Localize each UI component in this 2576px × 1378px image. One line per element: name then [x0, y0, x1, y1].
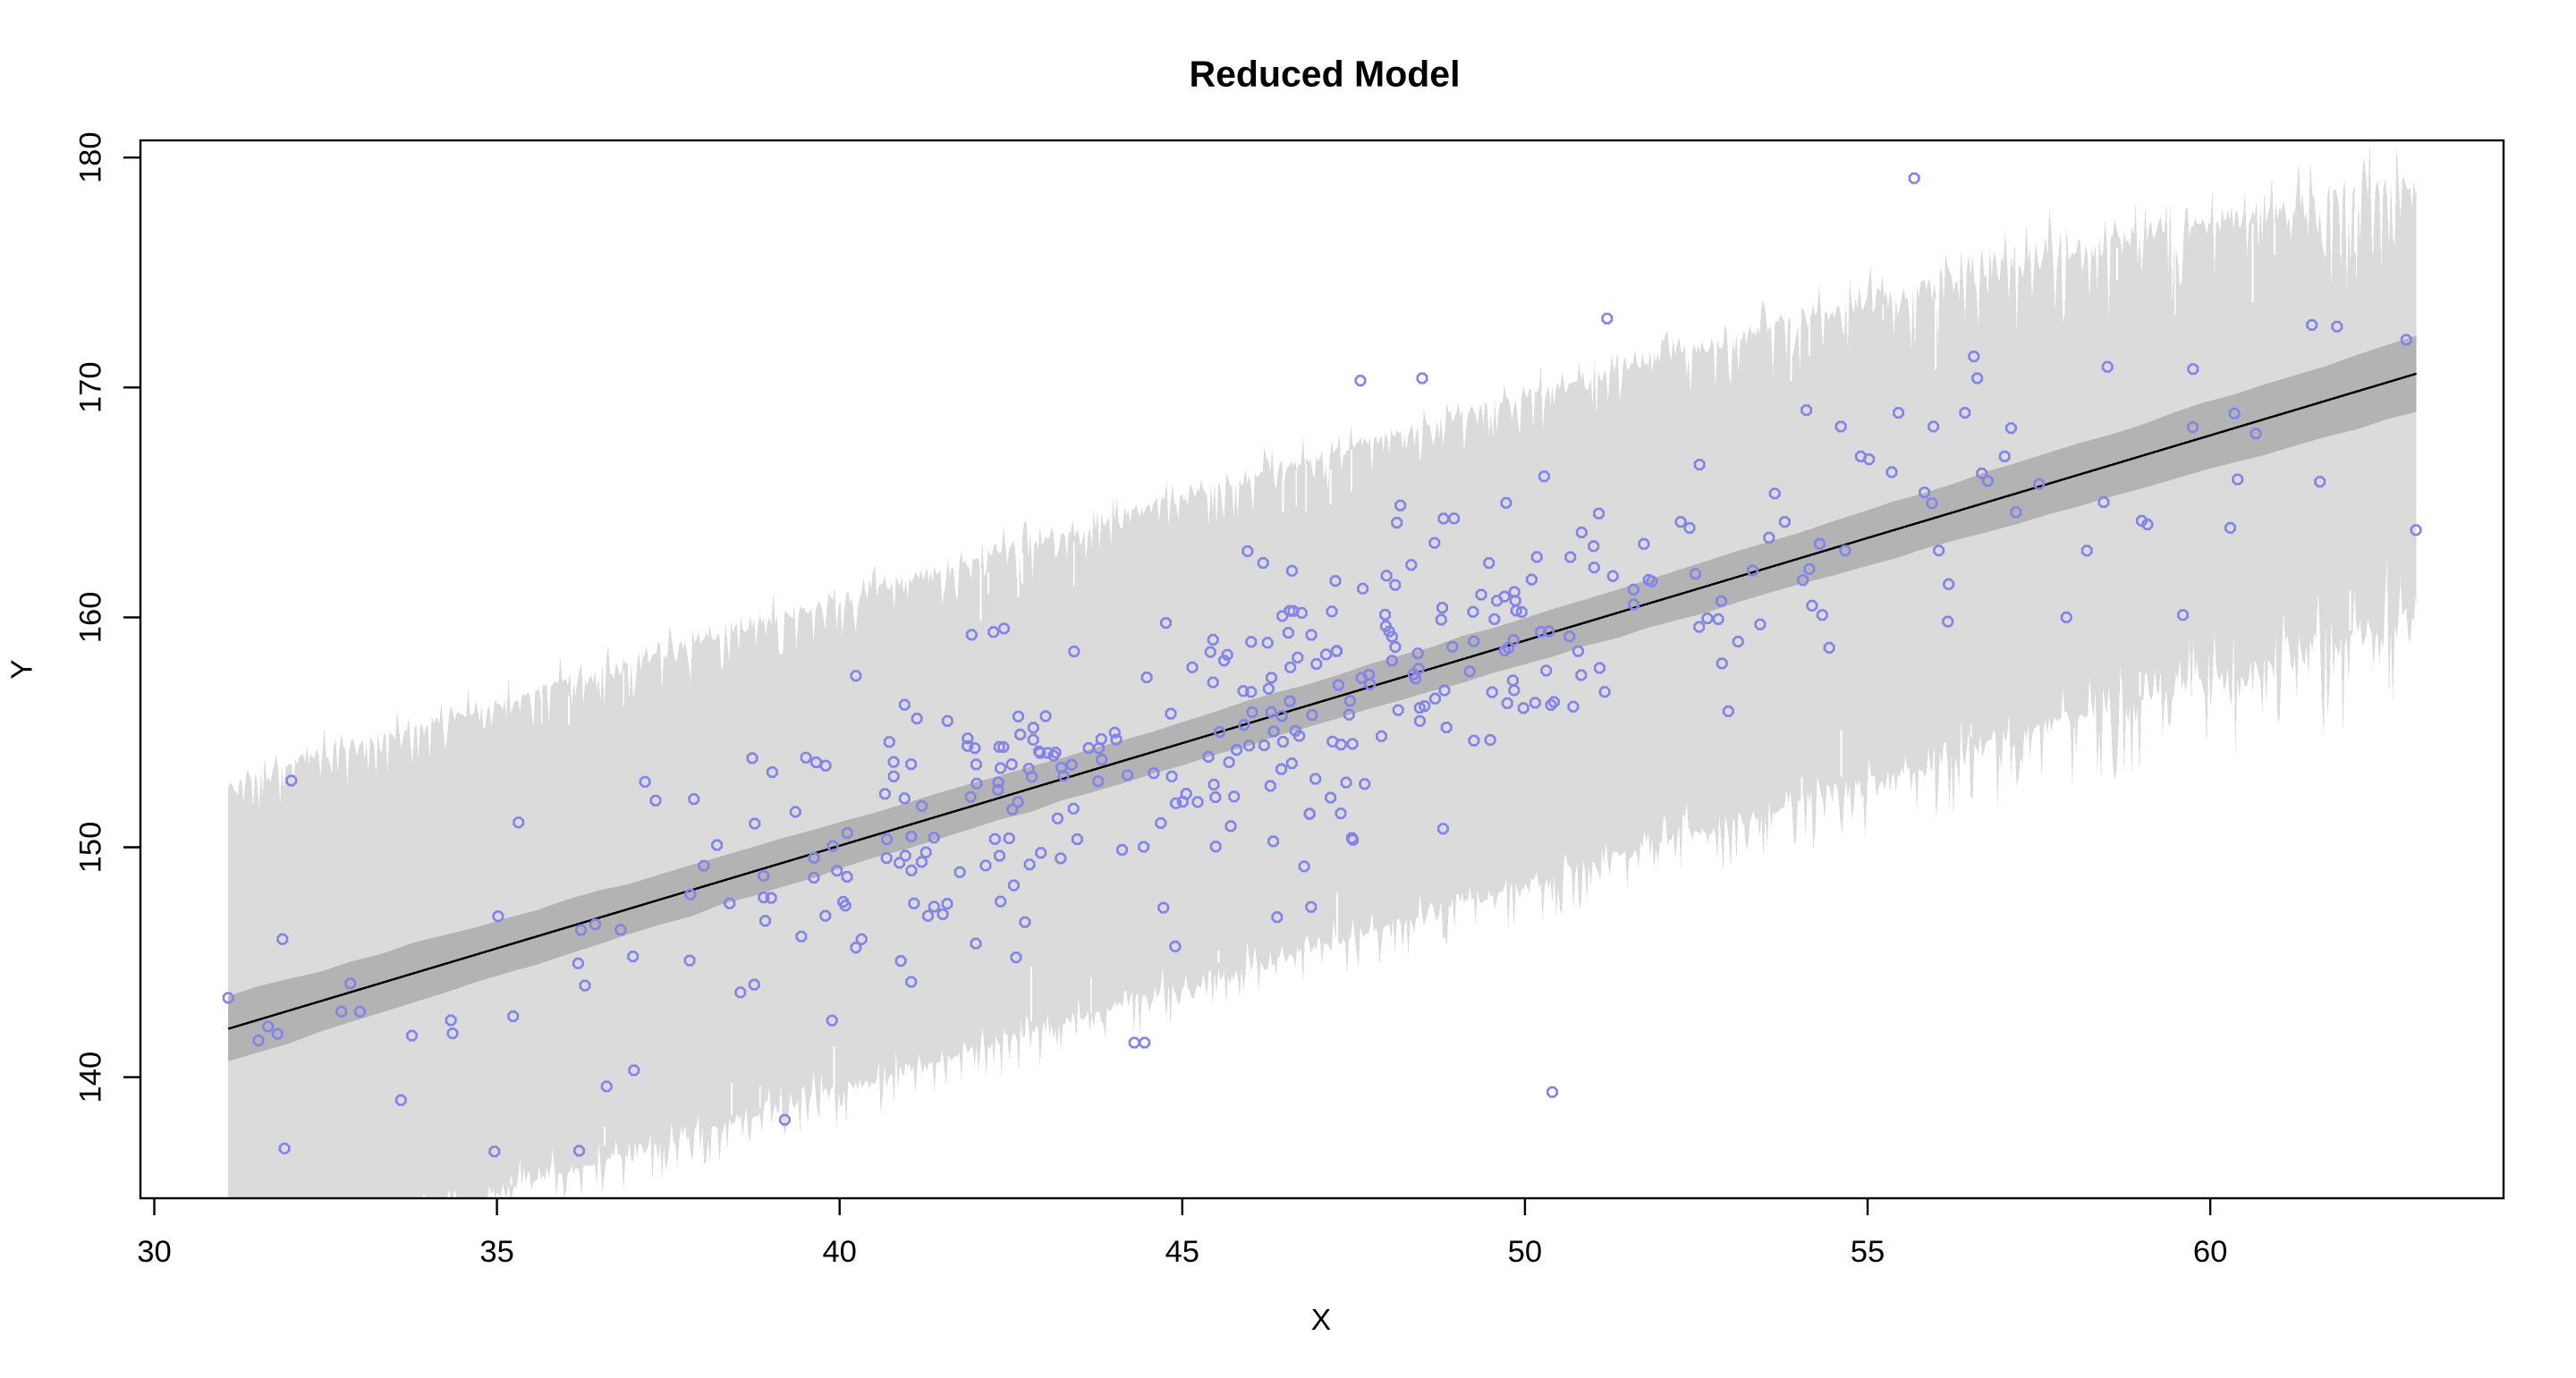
svg-text:Y: Y — [6, 659, 39, 679]
svg-text:160: 160 — [74, 592, 108, 644]
svg-text:180: 180 — [74, 131, 108, 183]
svg-text:Reduced Model: Reduced Model — [1190, 54, 1461, 95]
svg-text:170: 170 — [74, 361, 108, 413]
svg-text:X: X — [1311, 1304, 1331, 1337]
svg-text:60: 60 — [2193, 1235, 2227, 1269]
svg-text:140: 140 — [74, 1052, 108, 1103]
svg-text:30: 30 — [137, 1235, 171, 1269]
svg-text:35: 35 — [479, 1235, 513, 1269]
svg-text:45: 45 — [1165, 1235, 1199, 1269]
svg-text:55: 55 — [1851, 1235, 1885, 1269]
svg-text:40: 40 — [822, 1235, 856, 1269]
svg-text:50: 50 — [1508, 1235, 1542, 1269]
svg-text:150: 150 — [74, 822, 108, 874]
